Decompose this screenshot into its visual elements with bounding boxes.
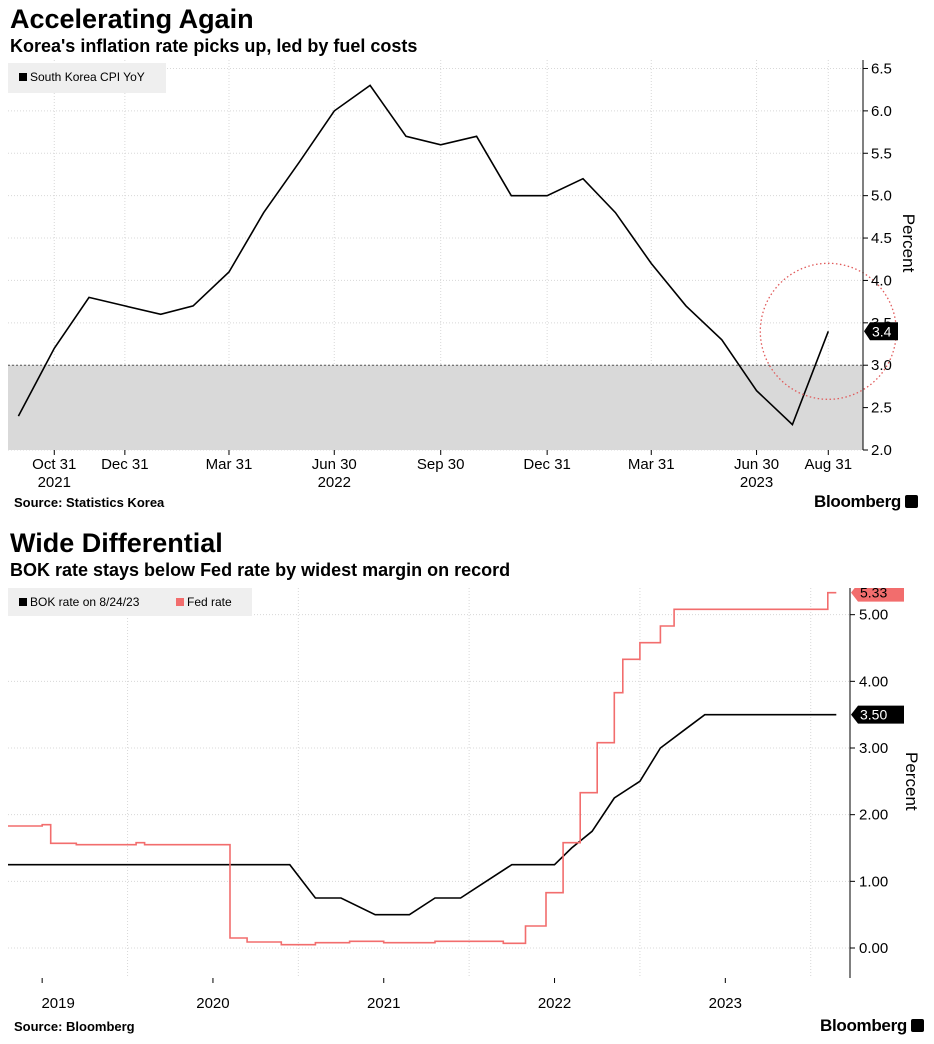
chart1-last-value-tag: 3.4 bbox=[864, 322, 898, 341]
chart2-x-ticks: 2019 2020 2021 2022 2023 bbox=[41, 978, 742, 1012]
chart1-x-tick-year: 2022 bbox=[318, 474, 351, 491]
chart1-y-ticks: 2.02.53.03.54.04.55.05.56.06.5 bbox=[863, 60, 892, 459]
bloomberg-terminal-icon bbox=[911, 1019, 924, 1032]
chart1-brand-logo: Bloomberg bbox=[814, 492, 918, 512]
chart2-y-axis-label: Percent bbox=[902, 752, 921, 811]
chart1-x-tick-label: Mar 31 bbox=[206, 456, 253, 473]
chart1-x-tick-label: Jun 30 bbox=[734, 456, 779, 473]
chart2-legend-swatch-bok bbox=[19, 598, 27, 606]
chart1-y-tick-label: 6.0 bbox=[871, 103, 892, 120]
bloomberg-terminal-icon bbox=[905, 495, 918, 508]
chart1-legend-box bbox=[8, 63, 166, 93]
chart1-legend-swatch bbox=[19, 73, 27, 81]
chart1-series-line bbox=[17, 84, 830, 427]
chart1-x-tick-year: 2021 bbox=[38, 474, 71, 491]
chart1-x-tick-year: 2023 bbox=[740, 474, 773, 491]
chart2-subtitle: BOK rate stays below Fed rate by widest … bbox=[10, 560, 511, 580]
chart1-y-tick-label: 5.5 bbox=[871, 145, 892, 162]
chart2-legend-swatch-fed bbox=[176, 598, 184, 606]
chart1-source: Source: Statistics Korea bbox=[14, 495, 165, 510]
chart2-x-tick-label: 2019 bbox=[41, 995, 74, 1012]
chart1-last-value-label: 3.4 bbox=[872, 323, 892, 339]
chart2-x-tick-label: 2023 bbox=[709, 995, 742, 1012]
chart2-bok-tag-shape bbox=[851, 705, 904, 724]
chart2-y-ticks: 0.00 1.00 2.00 3.00 4.00 5.00 bbox=[850, 607, 888, 957]
chart2-y-tick-label: 0.00 bbox=[859, 940, 888, 957]
chart1-y-tick-label: 4.0 bbox=[871, 272, 892, 289]
chart2-y-tick-label: 4.00 bbox=[859, 673, 888, 690]
chart1-y-axis-label: Percent bbox=[899, 214, 918, 273]
chart2-y-tick-label: 3.00 bbox=[859, 740, 888, 757]
chart1-last-value-tag-shape bbox=[864, 322, 898, 341]
chart1-title: Accelerating Again bbox=[10, 4, 254, 34]
chart2-fed-tag-shape bbox=[851, 588, 904, 602]
chart2-title: Wide Differential bbox=[10, 528, 223, 558]
chart1-x-tick-label: Aug 31 bbox=[805, 456, 853, 473]
chart1-legend-label: South Korea CPI YoY bbox=[30, 70, 145, 84]
chart2-x-tick-label: 2020 bbox=[196, 995, 229, 1012]
chart2-y-tick-label: 1.00 bbox=[859, 873, 888, 890]
chart2-series-line-bok bbox=[8, 713, 837, 916]
chart1-x-tick-label: Dec 31 bbox=[101, 456, 149, 473]
chart2-brand-logo: Bloomberg bbox=[820, 1016, 924, 1036]
chart1-plot: 2.02.53.03.54.04.55.05.56.06.5 Oct 31202… bbox=[8, 60, 918, 491]
chart2-source: Source: Bloomberg bbox=[14, 1019, 135, 1034]
chart2-legend-box bbox=[8, 588, 252, 616]
chart2-legend: BOK rate on 8/24/23 Fed rate bbox=[8, 588, 252, 616]
chart1-x-tick-label: Dec 31 bbox=[523, 456, 571, 473]
chart1-subtitle: Korea's inflation rate picks up, led by … bbox=[10, 36, 418, 56]
chart2-series-line-fed bbox=[8, 591, 837, 946]
chart2-brand-text: Bloomberg bbox=[819, 1016, 907, 1035]
chart1-y-tick-label: 2.5 bbox=[871, 400, 892, 417]
chart2-gridlines bbox=[8, 588, 850, 978]
chart1-legend: South Korea CPI YoY bbox=[8, 63, 166, 93]
chart1-y-tick-label: 5.0 bbox=[871, 188, 892, 205]
chart1-y-tick-label: 3.0 bbox=[871, 357, 892, 374]
chart2-y-tick-label: 2.00 bbox=[859, 807, 888, 824]
chart2-x-tick-label: 2022 bbox=[538, 995, 571, 1012]
chart2-fed-last-value: 5.33 bbox=[860, 588, 887, 601]
chart2-legend-label-bok: BOK rate on 8/24/23 bbox=[30, 595, 140, 609]
chart2-bok-last-value: 3.50 bbox=[860, 707, 887, 723]
chart1-brand-text: Bloomberg bbox=[813, 492, 901, 511]
chart2-last-value-tag-fed: 5.33 bbox=[851, 588, 904, 602]
chart1-y-tick-label: 6.5 bbox=[871, 60, 892, 77]
chart1-y-tick-label: 2.0 bbox=[871, 442, 892, 459]
chart1-y-tick-label: 4.5 bbox=[871, 230, 892, 247]
chart1-shaded-band bbox=[8, 365, 863, 450]
chart2-x-tick-label: 2021 bbox=[367, 995, 400, 1012]
chart2-last-value-tag-bok: 3.50 bbox=[851, 705, 904, 724]
chart2-legend-label-fed: Fed rate bbox=[187, 595, 232, 609]
chart1-x-tick-label: Mar 31 bbox=[628, 456, 675, 473]
chart2-plot: 0.00 1.00 2.00 3.00 4.00 5.00 2019 2020 2021 202… bbox=[8, 588, 921, 1012]
chart1-x-tick-label: Sep 30 bbox=[417, 456, 465, 473]
chart2-y-tick-label: 5.00 bbox=[859, 607, 888, 624]
chart1-x-tick-label: Jun 30 bbox=[312, 456, 357, 473]
chart1-x-tick-label: Oct 31 bbox=[32, 456, 76, 473]
